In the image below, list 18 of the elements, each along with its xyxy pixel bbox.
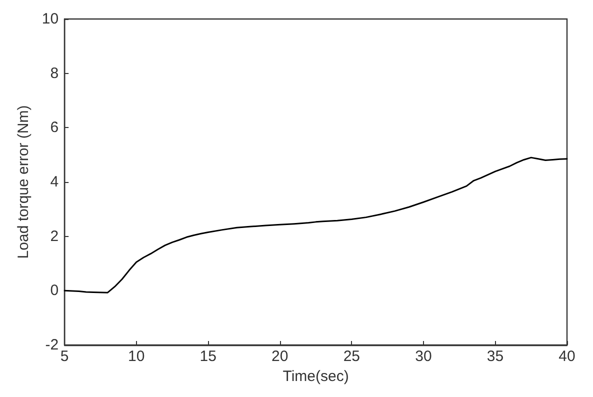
y-tick-label: 4	[50, 174, 59, 190]
x-tick-label: 15	[200, 348, 216, 365]
x-tick-label: 20	[272, 348, 288, 365]
line-series	[64, 156, 568, 294]
y-tick-label: 8	[50, 64, 59, 82]
x-tick-label: 40	[558, 348, 576, 365]
x-tick-label: 10	[128, 348, 145, 365]
x-axis-title: Time(sec)	[282, 368, 349, 385]
y-tick-label: -2	[45, 336, 59, 354]
y-tick-label: 2	[50, 228, 59, 245]
y-axis-title: Load torque error (Nm)	[15, 105, 32, 259]
x-tick-label: 35	[486, 348, 504, 365]
y-tick-label: 10	[42, 10, 59, 28]
x-tick-label: 30	[415, 348, 432, 365]
x-tick-label: 25	[343, 348, 360, 365]
y-tick-label: 6	[50, 119, 59, 136]
x-tick-label: 5	[60, 348, 69, 365]
y-tick-label: 0	[50, 282, 59, 300]
